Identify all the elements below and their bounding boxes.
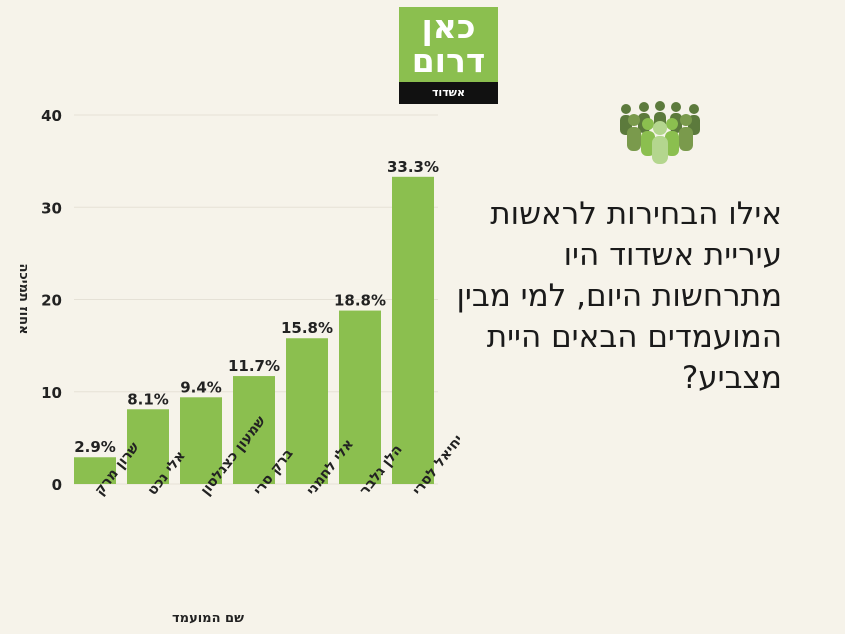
y-axis-label: אחוז תמיכה — [16, 264, 31, 335]
question-text: אילו הבחירות לראשות עיריית אשדוד היו מתר… — [456, 196, 782, 396]
x-axis-label: שם המועמד — [172, 611, 244, 626]
data-labels: 2.9% 8.1% 9.4% 11.7% 15.8%18.8% 33.3% — [74, 158, 439, 456]
y-tick-label: 0 — [52, 476, 62, 494]
y-tick-label: 30 — [41, 199, 62, 217]
logo: כאן דרום אשדוד — [399, 7, 498, 104]
logo-line-2: דרום — [411, 41, 486, 80]
bar — [74, 457, 116, 484]
logo-city-label: אשדוד — [399, 82, 498, 104]
bar — [286, 338, 328, 484]
bar — [233, 376, 275, 484]
bar-chart: 0 10 20 30 40 2.9% 8.1% 9.4% 11.7% 15.8%18.8% 33.… — [16, 107, 460, 626]
data-label: 18.8% — [334, 292, 386, 310]
data-label: 11.7% — [228, 357, 280, 375]
data-label: 15.8% — [281, 319, 333, 337]
data-label: 2.9% — [74, 438, 116, 456]
data-label: 33.3% — [387, 158, 439, 176]
y-tick-label: 20 — [41, 292, 62, 310]
bar — [339, 310, 381, 484]
y-axis-ticks: 0 10 20 30 40 — [41, 107, 62, 494]
logo-line-1: כאן — [421, 7, 476, 46]
bar — [127, 409, 169, 484]
bar — [180, 397, 222, 484]
bars — [74, 176, 434, 484]
data-label: 9.4% — [180, 378, 222, 396]
people-group-icon — [620, 101, 700, 164]
y-tick-label: 10 — [41, 384, 62, 402]
data-label: 8.1% — [127, 390, 169, 408]
y-tick-label: 40 — [41, 107, 62, 125]
bar — [392, 176, 434, 484]
